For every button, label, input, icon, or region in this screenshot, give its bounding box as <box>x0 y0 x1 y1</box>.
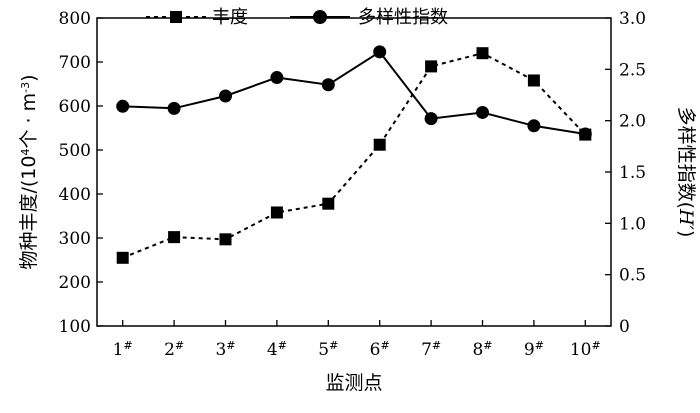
x-tick-label-number: 9 <box>524 340 535 360</box>
y-left-tick-label: 500 <box>59 141 91 161</box>
legend-abundance-marker <box>170 11 182 23</box>
series-layer <box>116 45 592 264</box>
x-tick-label-suffix: # <box>483 339 492 352</box>
x-tick-label: 1# <box>113 339 133 361</box>
y-left-tick-label: 700 <box>59 53 91 73</box>
x-tick-label-suffix: # <box>329 339 338 352</box>
y-axis-right-title-main: 多样性指数( <box>675 107 697 209</box>
x-tick-label: 7# <box>421 339 441 361</box>
y-right-tick-label: 0 <box>619 317 630 337</box>
plot-frame <box>96 17 612 327</box>
diversity-point <box>578 127 592 141</box>
x-axis-title: 监测点 <box>325 372 382 394</box>
x-tick-label-number: 10 <box>570 340 592 360</box>
x-tick-label-suffix: # <box>535 339 544 352</box>
y-axis-left-title-sup: 4 <box>19 149 32 156</box>
x-tick-label-suffix: # <box>592 339 601 352</box>
y-axis-right-title: 多样性指数(H′) <box>675 107 697 238</box>
diversity-point <box>527 119 541 133</box>
x-tick-label-suffix: # <box>381 339 390 352</box>
ticks-layer: 100 200 300 400 500 600 700 800 0 0.5 1.0 1.5 2.0 2.5… <box>59 9 647 360</box>
x-tick-label-number: 7 <box>421 340 432 360</box>
legend: 丰度 多样性指数 <box>146 7 448 28</box>
abundance-point <box>373 138 386 151</box>
diversity-point <box>219 89 232 103</box>
x-tick-label-suffix: # <box>124 339 133 352</box>
y-axis-right-title-end: ) <box>675 230 697 237</box>
abundance-point <box>270 206 283 219</box>
abundance-point <box>322 197 335 210</box>
abundance-point <box>219 233 232 246</box>
y-left-tick-label: 300 <box>59 229 91 249</box>
x-tick-label-suffix: # <box>278 339 287 352</box>
x-tick-label-number: 4 <box>267 340 278 360</box>
y-right-tick-label: 3.0 <box>619 9 646 29</box>
diversity-point <box>116 99 130 113</box>
y-axis-left-title-sup2: -3 <box>19 82 32 93</box>
x-tick-label-number: 3 <box>215 340 226 360</box>
legend-diversity-label: 多样性指数 <box>358 7 448 28</box>
x-tick-label: 9# <box>524 339 544 361</box>
diversity-point <box>373 45 387 59</box>
legend-abundance-label: 丰度 <box>212 7 248 28</box>
y-axis-left-title: 物种丰度/(104个 · m-3) <box>18 74 40 269</box>
y-axis-left-title-end: ) <box>18 74 40 81</box>
x-tick-label-suffix: # <box>175 339 184 352</box>
y-left-tick-label: 200 <box>59 273 91 293</box>
y-left-tick-label: 100 <box>59 317 91 337</box>
diversity-point <box>270 71 284 85</box>
diversity-point <box>167 101 181 115</box>
diversity-point <box>321 78 335 92</box>
diversity-point <box>476 105 489 119</box>
y-axis-right-title-italic: H′ <box>675 208 697 231</box>
legend-diversity-marker <box>313 10 327 24</box>
x-tick-label: 4# <box>267 339 287 361</box>
x-tick-label: 2# <box>164 339 184 361</box>
y-right-tick-label: 1.5 <box>619 163 646 183</box>
x-tick-label: 6# <box>370 339 390 361</box>
abundance-point <box>527 74 540 87</box>
abundance-point <box>168 231 181 244</box>
y-left-tick-label: 600 <box>59 97 91 117</box>
abundance-point <box>425 60 438 73</box>
x-tick-label-suffix: # <box>226 339 235 352</box>
y-right-tick-label: 0.5 <box>619 266 646 286</box>
x-tick-label: 10# <box>570 339 601 361</box>
x-tick-label: 3# <box>215 339 235 361</box>
x-tick-label: 5# <box>318 339 338 361</box>
series-line-abundance <box>122 52 587 259</box>
series-line-diversity <box>122 50 586 135</box>
x-tick-label: 8# <box>472 339 492 361</box>
y-right-tick-label: 2.0 <box>619 112 646 132</box>
y-axis-left-title-mid: 个 · m <box>18 93 40 149</box>
y-left-tick-label: 800 <box>59 9 91 29</box>
x-tick-label-number: 6 <box>370 340 381 360</box>
x-tick-label-suffix: # <box>432 339 441 352</box>
abundance-point <box>116 251 129 264</box>
abundance-point <box>476 47 489 60</box>
x-tick-label-number: 2 <box>164 340 175 360</box>
x-tick-label-number: 5 <box>318 340 329 360</box>
x-tick-label-number: 1 <box>113 340 124 360</box>
y-right-tick-label: 1.0 <box>619 214 646 234</box>
diversity-point <box>424 112 438 126</box>
y-left-tick-label: 400 <box>59 185 91 205</box>
y-axis-left-title-main: 物种丰度/(10 <box>18 156 40 270</box>
x-tick-label-number: 8 <box>472 340 483 360</box>
y-right-tick-label: 2.5 <box>619 60 646 80</box>
